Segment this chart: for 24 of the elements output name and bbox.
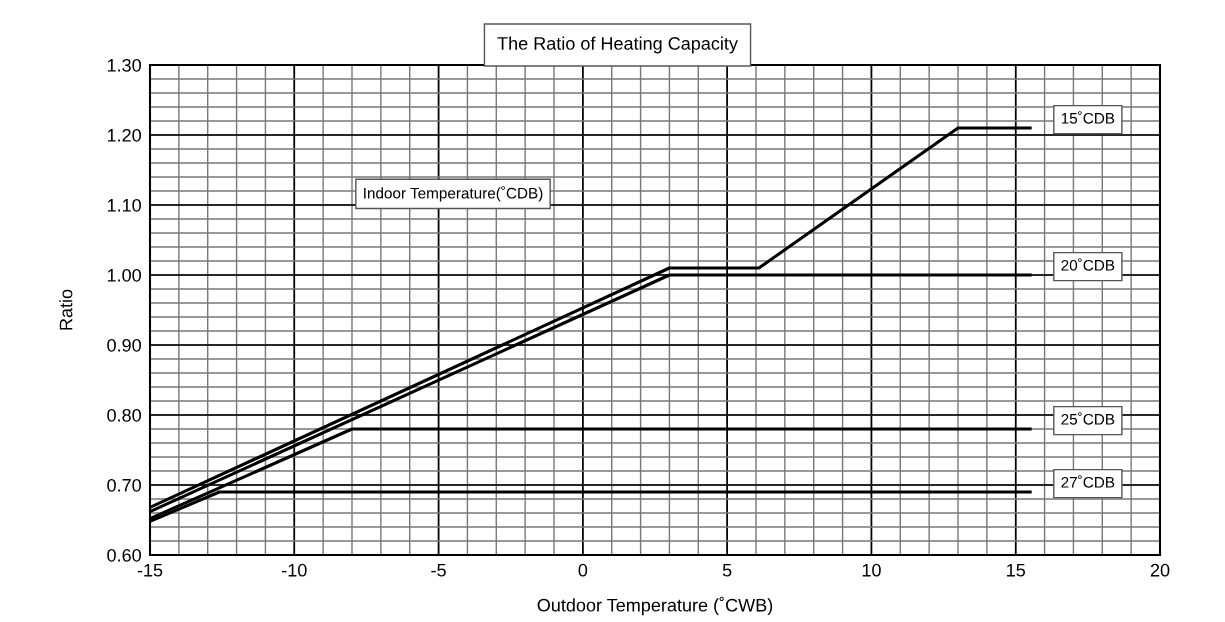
y-tick-label: 1.20 [107, 128, 141, 142]
text: 27˚CDB [1061, 475, 1115, 488]
x-tick-label: 0 [578, 563, 588, 577]
x-tick-label: -10 [282, 563, 307, 577]
y-tick-label: 0.60 [107, 548, 141, 562]
y-tick-label: 0.90 [107, 338, 141, 352]
text: 25˚CDB [1061, 412, 1115, 425]
x-tick-label: 5 [722, 564, 732, 577]
y-tick-label: 0.70 [107, 478, 141, 492]
x-tick-label: 15 [1007, 564, 1025, 577]
text: 15˚CDB [1061, 111, 1115, 124]
x-tick-label: 20 [1150, 563, 1170, 577]
chart-title: The Ratio of Heating Capacity [497, 36, 738, 54]
annotation: Indoor Temperature(˚CDB) [364, 186, 543, 202]
x-tick-label: -5 [431, 564, 446, 577]
x-tick-label: -15 [137, 564, 163, 577]
y-tick-label: 0.80 [107, 408, 141, 422]
x-tick-label: 10 [862, 563, 881, 577]
y-axis-title: Ratio [59, 289, 73, 330]
x-axis-title: Outdoor Temperature (˚CWB) [537, 596, 773, 616]
y-tick-label: 1.00 [107, 268, 141, 282]
text: 20˚CDB [1061, 258, 1115, 271]
y-tick-label: 1.30 [107, 58, 141, 72]
y-tick-label: 1.10 [107, 198, 141, 212]
